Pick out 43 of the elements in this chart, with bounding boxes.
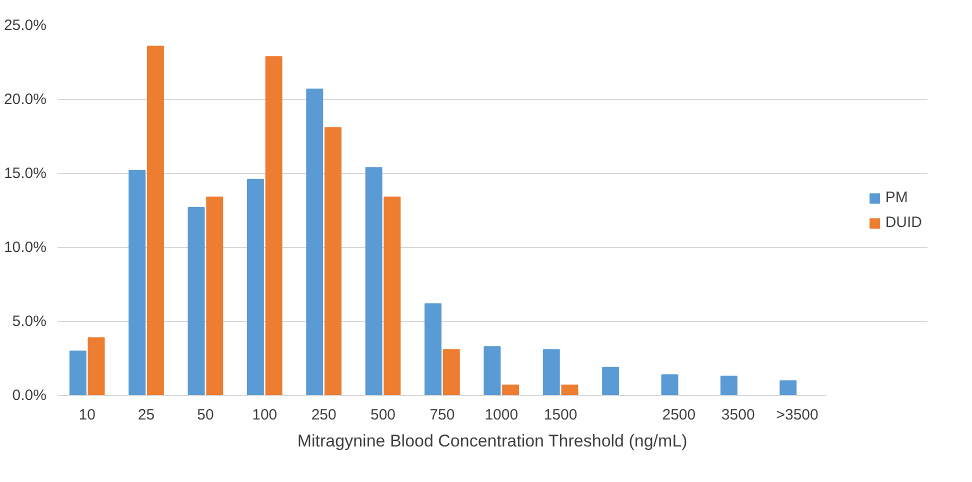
y-tick-label: 25.0% xyxy=(4,17,47,34)
bar xyxy=(484,346,501,396)
bar xyxy=(188,207,205,396)
bar xyxy=(128,170,146,396)
bar xyxy=(661,374,678,396)
x-tick-label: 3500 xyxy=(721,406,755,424)
x-tick-label: 250 xyxy=(311,406,336,424)
x-tick-label: 50 xyxy=(197,406,214,424)
x-axis-title: Mitragynine Blood Concentration Threshold (ng/mL) xyxy=(297,432,688,450)
bar xyxy=(206,196,224,396)
bar xyxy=(424,303,442,396)
y-tick-label: 20.0% xyxy=(4,91,47,108)
y-tick-label: 5.0% xyxy=(12,313,47,330)
y-tick-label: 15.0% xyxy=(4,165,47,182)
bar xyxy=(88,337,105,396)
bar xyxy=(324,127,342,396)
bar xyxy=(602,366,620,396)
bar xyxy=(365,167,382,396)
bar xyxy=(780,380,797,396)
bar xyxy=(442,349,460,396)
x-tick-label: 500 xyxy=(370,406,396,424)
bar xyxy=(720,376,738,396)
bar xyxy=(561,384,578,396)
bar xyxy=(542,349,560,396)
x-tick-label: 10 xyxy=(78,406,96,424)
legend-label: PM xyxy=(885,189,908,206)
y-tick-label: 10.0% xyxy=(4,239,47,256)
bar xyxy=(265,56,282,396)
x-tick-label: >3500 xyxy=(776,406,818,424)
bar xyxy=(146,46,164,396)
x-tick-label: 25 xyxy=(138,406,155,424)
bar xyxy=(502,384,520,396)
bar xyxy=(384,196,401,396)
x-tick-label: 100 xyxy=(252,406,278,424)
bar xyxy=(69,350,86,396)
legend-label: DUID xyxy=(885,214,922,231)
x-tick-label: 750 xyxy=(430,406,455,424)
bar xyxy=(306,88,324,396)
x-tick-label: 1000 xyxy=(484,406,518,424)
y-tick-label: 0.0% xyxy=(12,387,47,404)
x-tick-label: 2500 xyxy=(662,406,696,424)
bar xyxy=(246,178,264,396)
x-tick-label: 1500 xyxy=(544,406,578,424)
